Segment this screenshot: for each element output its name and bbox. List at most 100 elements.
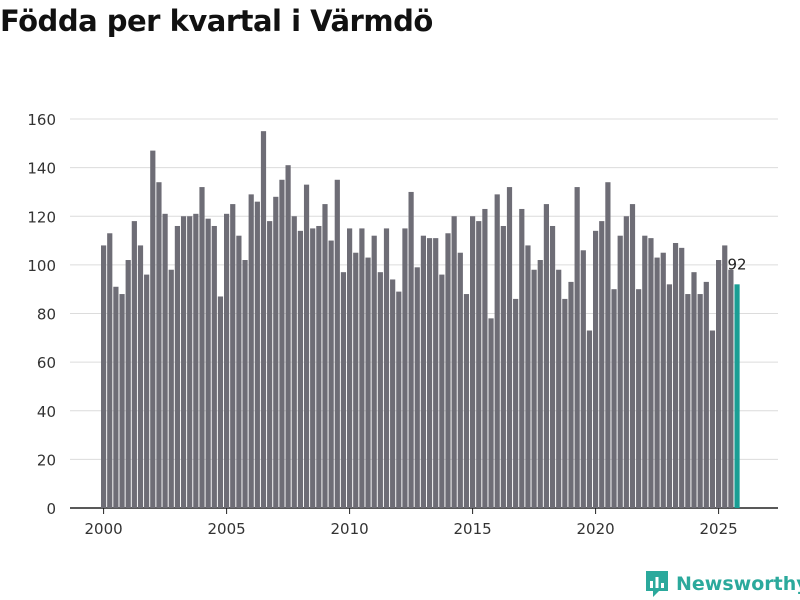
bar: [556, 269, 562, 508]
bar: [267, 221, 273, 509]
bar: [488, 318, 494, 508]
newsworthy-logo: Newsworthy: [644, 569, 800, 599]
bar: [562, 298, 568, 508]
chart-title: Födda per kvartal i Värmdö: [0, 4, 433, 38]
bar: [390, 279, 396, 508]
bar: [648, 238, 654, 508]
bar: [636, 289, 642, 508]
bar: [260, 131, 267, 508]
bar: [457, 252, 463, 508]
bar: [420, 235, 426, 508]
bar: [101, 245, 107, 509]
bar: [672, 242, 679, 509]
bar: [593, 230, 599, 508]
bar: [297, 230, 303, 508]
bar: [359, 228, 365, 508]
bar: [513, 298, 519, 508]
bar: [629, 204, 636, 508]
x-tick-label: 2025: [700, 520, 738, 538]
bar: [174, 225, 180, 509]
bar: [433, 238, 439, 508]
x-axis-ticks: 2000 2005 2010 2015 2020 2025: [85, 508, 738, 538]
bar: [107, 233, 113, 508]
bar: [187, 216, 193, 508]
bar: [586, 330, 593, 508]
bar: [150, 150, 156, 509]
bar: [279, 179, 285, 508]
bar: [168, 269, 174, 508]
bar: [230, 204, 236, 508]
bar: [254, 201, 260, 508]
bar: [500, 225, 506, 509]
bar: [303, 184, 310, 508]
y-tick-label: 0: [46, 500, 56, 518]
newsworthy-logo-text: Newsworthy: [676, 573, 800, 595]
bar: [728, 269, 734, 508]
bar: [310, 228, 316, 508]
x-tick-label: 2010: [331, 520, 369, 538]
bar: [402, 228, 408, 508]
y-tick-label: 40: [37, 403, 56, 421]
bar: [666, 284, 672, 508]
bar: [494, 194, 500, 508]
bar: [722, 245, 728, 509]
bar: [709, 330, 716, 508]
bar: [205, 218, 211, 508]
bar: [476, 221, 482, 509]
bar: [131, 221, 137, 509]
bar: [328, 240, 334, 508]
bar: [248, 194, 254, 508]
bar: [716, 260, 722, 508]
bar: [273, 196, 279, 509]
x-tick-label: 2005: [208, 520, 246, 538]
bar: [199, 187, 205, 508]
last-value-label: 92: [728, 255, 747, 273]
bar: [451, 216, 457, 508]
y-tick-label: 20: [37, 451, 56, 469]
bar: [316, 225, 322, 509]
bar: [137, 245, 144, 509]
bar: [144, 274, 150, 508]
y-tick-label: 60: [37, 354, 56, 372]
bar: [463, 294, 470, 508]
bar: [549, 225, 556, 509]
data-labels: 92: [728, 255, 747, 273]
bar: [445, 233, 451, 508]
bar: [660, 252, 666, 508]
bars: [101, 131, 740, 509]
bar: [537, 260, 543, 508]
bar: [285, 165, 291, 508]
bar: [599, 221, 605, 509]
bar: [414, 267, 420, 508]
bar: [242, 260, 248, 508]
bar: [623, 216, 629, 508]
bar: [365, 257, 371, 508]
bar: [193, 213, 199, 508]
bar: [543, 204, 549, 508]
bar: [353, 252, 359, 508]
bar-latest: [734, 284, 740, 508]
bar: [605, 182, 611, 508]
bar: [611, 289, 617, 508]
y-tick-label: 140: [27, 160, 56, 178]
bar: [180, 216, 187, 508]
bar: [156, 182, 162, 508]
bar: [236, 235, 242, 508]
bar: [697, 294, 703, 508]
bar: [574, 187, 580, 508]
y-tick-label: 160: [27, 111, 56, 129]
y-tick-label: 120: [27, 208, 56, 226]
bar: [217, 296, 224, 508]
bar: [482, 208, 488, 508]
bar: [322, 204, 328, 508]
bar: [426, 238, 433, 508]
bar: [377, 272, 383, 508]
x-tick-label: 2000: [85, 520, 123, 538]
bar: [211, 225, 217, 509]
bar: [617, 235, 623, 508]
bar: [580, 250, 586, 509]
bar: [703, 281, 709, 508]
bar: [125, 260, 131, 508]
bar: [531, 269, 537, 508]
